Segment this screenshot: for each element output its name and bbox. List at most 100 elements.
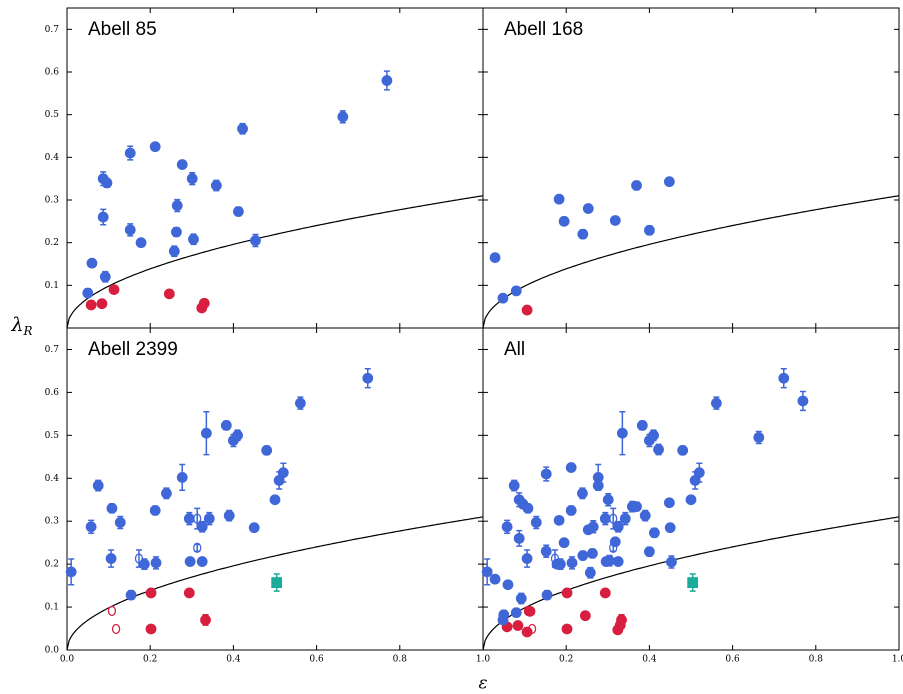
x-tick-label: 0.2 <box>143 655 157 665</box>
point <box>636 420 648 431</box>
point <box>540 545 552 557</box>
y-tick-label: 0.5 <box>45 431 60 441</box>
panel-title: Abell 2399 <box>88 339 178 360</box>
point <box>577 228 589 240</box>
x-tick-label: 0.6 <box>309 655 324 665</box>
y-tick-label: 0.4 <box>45 474 60 484</box>
point <box>135 237 147 249</box>
point <box>565 505 577 516</box>
point <box>381 75 393 86</box>
point <box>250 235 261 246</box>
point <box>196 556 208 567</box>
x-tick-label: 1.0 <box>892 655 903 665</box>
point <box>183 513 195 525</box>
point <box>553 193 565 205</box>
point <box>527 623 537 635</box>
point <box>616 427 628 439</box>
point <box>497 292 509 304</box>
point <box>616 614 627 626</box>
point <box>82 287 94 299</box>
point <box>566 557 578 569</box>
point <box>362 372 374 384</box>
point <box>200 427 212 439</box>
panel-frame <box>66 7 484 329</box>
point <box>565 462 577 473</box>
point <box>664 522 676 534</box>
point <box>609 542 618 553</box>
point <box>145 623 157 635</box>
point <box>200 614 211 626</box>
panel-frame <box>482 327 900 651</box>
point <box>577 550 589 561</box>
point <box>163 288 175 300</box>
point <box>124 147 136 159</box>
point <box>176 472 188 483</box>
point <box>107 605 117 617</box>
y-tick-label: 0.6 <box>45 68 60 78</box>
point <box>521 553 533 564</box>
point <box>97 211 109 223</box>
y-axis-subscript: R <box>23 324 33 338</box>
point <box>541 589 553 601</box>
error-bar <box>551 549 558 568</box>
point <box>106 502 118 514</box>
point <box>797 395 809 407</box>
point <box>237 123 248 135</box>
point <box>193 542 202 553</box>
x-tick-label: 0.2 <box>559 655 573 665</box>
point <box>663 176 675 188</box>
point <box>685 494 697 506</box>
point <box>600 556 612 567</box>
threshold-curve <box>482 195 900 329</box>
y-tick-label: 0.2 <box>45 560 59 570</box>
point <box>502 579 514 591</box>
point <box>171 200 183 211</box>
point <box>602 494 614 506</box>
point <box>171 226 182 238</box>
point <box>553 514 565 526</box>
point <box>183 587 195 599</box>
point <box>149 141 161 153</box>
point <box>612 556 624 567</box>
point <box>609 215 621 226</box>
point <box>150 557 162 569</box>
point <box>558 215 570 227</box>
panel-title: Abell 168 <box>504 19 583 40</box>
x-tick-label: 0.8 <box>393 655 408 665</box>
point <box>186 173 198 185</box>
point <box>579 610 591 622</box>
point <box>294 397 306 409</box>
point <box>210 180 222 191</box>
point <box>85 299 97 311</box>
point <box>523 605 533 617</box>
point <box>644 546 655 558</box>
y-tick-label: 0.4 <box>45 153 60 163</box>
threshold-curve <box>66 195 484 329</box>
y-axis-label: λR <box>10 314 32 338</box>
point <box>86 257 98 269</box>
y-tick-label: 0.3 <box>45 517 60 527</box>
point <box>223 510 235 522</box>
point <box>778 372 790 384</box>
point <box>513 532 525 544</box>
point <box>619 513 631 525</box>
point <box>220 420 232 431</box>
x-tick-label: 0.4 <box>226 655 241 665</box>
point <box>96 298 108 310</box>
point <box>145 587 157 599</box>
y-tick-label: 0.3 <box>45 196 60 206</box>
x-tick-label: 0.6 <box>725 655 740 665</box>
point <box>558 537 570 549</box>
point <box>677 444 689 456</box>
point <box>111 623 121 635</box>
point <box>108 284 120 296</box>
y-tick-label: 0.2 <box>45 238 59 248</box>
square-point <box>271 577 283 588</box>
y-tick-label: 0.1 <box>45 603 59 613</box>
y-tick-label: 0.1 <box>45 281 59 291</box>
point <box>124 224 136 236</box>
x-tick-label: 0.0 <box>60 655 75 665</box>
point <box>134 553 144 564</box>
point <box>521 304 533 316</box>
